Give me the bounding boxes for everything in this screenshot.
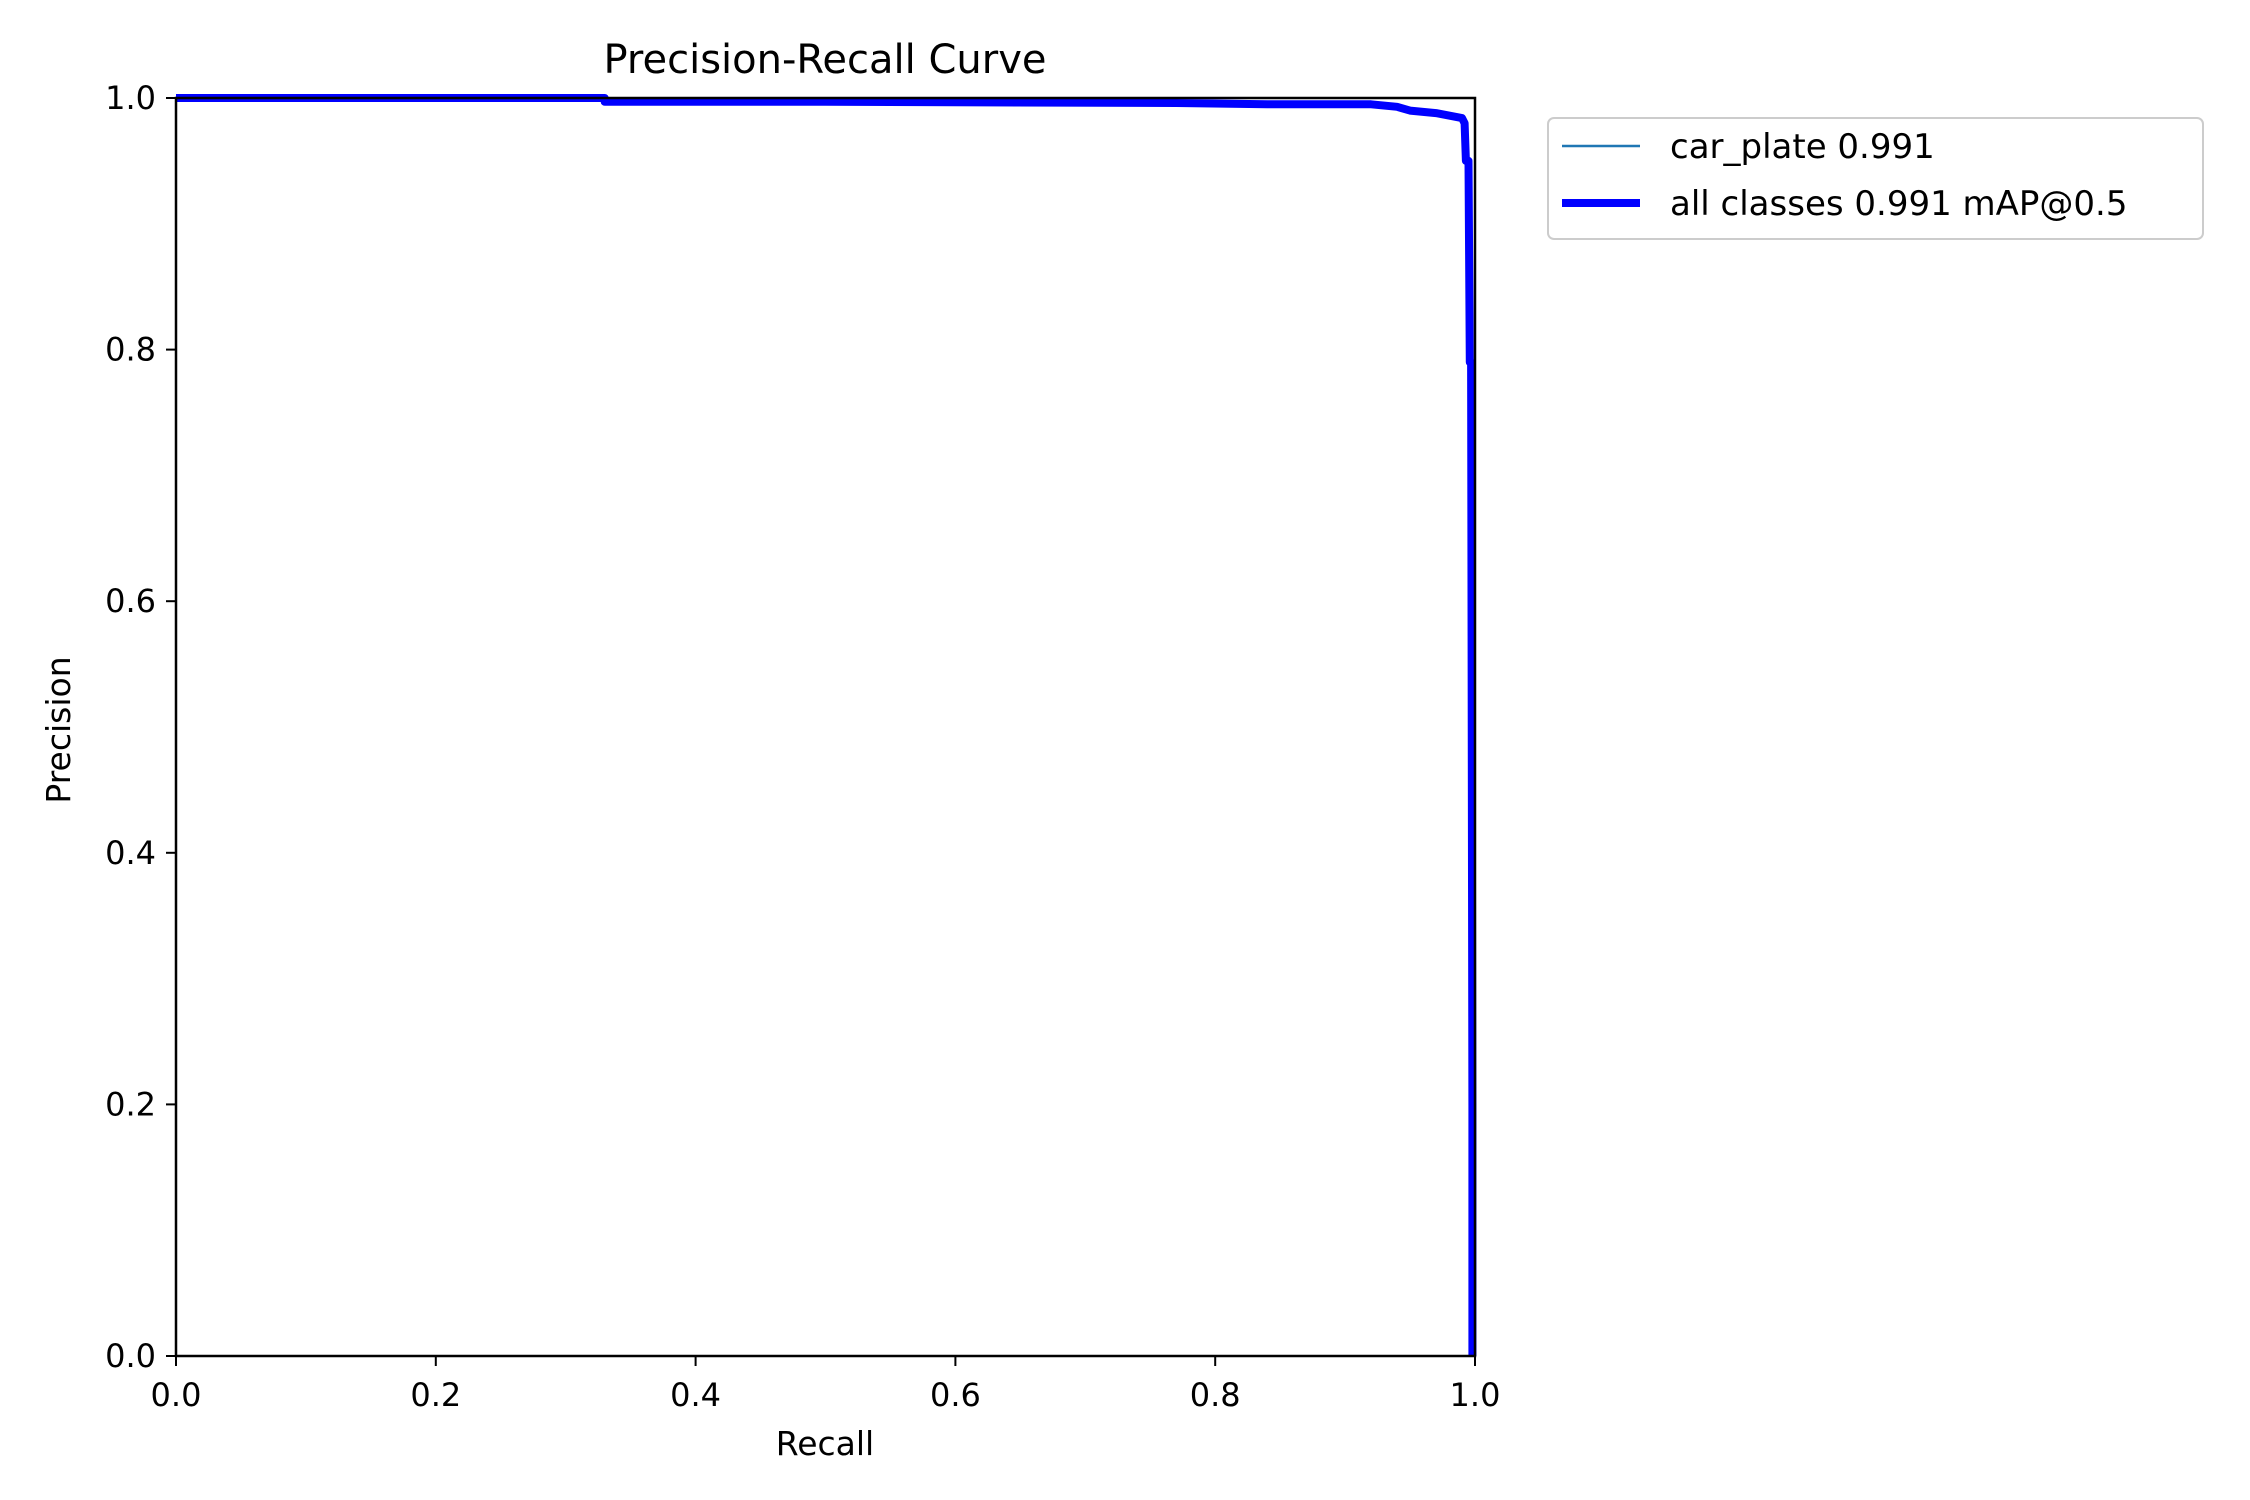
x-tick-label: 0.4 <box>670 1376 721 1414</box>
chart-title: Precision-Recall Curve <box>604 37 1047 83</box>
plot-area: 0.0 0.2 0.4 0.6 0.8 1.0 0.0 0.2 0.4 0.6 0.8 1.0 <box>105 79 1500 1414</box>
y-tick-label: 0.0 <box>105 1337 156 1375</box>
y-tick-label: 0.2 <box>105 1085 156 1123</box>
legend-label-all-classes: all classes 0.991 mAP@0.5 <box>1670 184 2127 224</box>
y-tick-label: 1.0 <box>105 79 156 117</box>
y-axis-label: Precision <box>39 656 78 803</box>
legend: car_plate 0.991 all classes 0.991 mAP@0.… <box>1547 117 2204 240</box>
y-tick-label: 0.8 <box>105 331 156 369</box>
x-tick-label: 0.6 <box>930 1376 981 1414</box>
legend-frame <box>1547 117 2204 240</box>
x-tick-label: 0.0 <box>151 1376 202 1414</box>
x-tick-label: 0.8 <box>1190 1376 1241 1414</box>
x-axis-label: Recall <box>776 1424 874 1463</box>
series-line-all-classes <box>176 94 1477 1356</box>
legend-label-car-plate: car_plate 0.991 <box>1670 127 1935 167</box>
x-tick-label: 1.0 <box>1450 1376 1501 1414</box>
y-tick-label: 0.6 <box>105 582 156 620</box>
x-tick-label: 0.2 <box>410 1376 461 1414</box>
axes-frame <box>174 96 1477 1358</box>
y-tick-label: 0.4 <box>105 834 156 872</box>
